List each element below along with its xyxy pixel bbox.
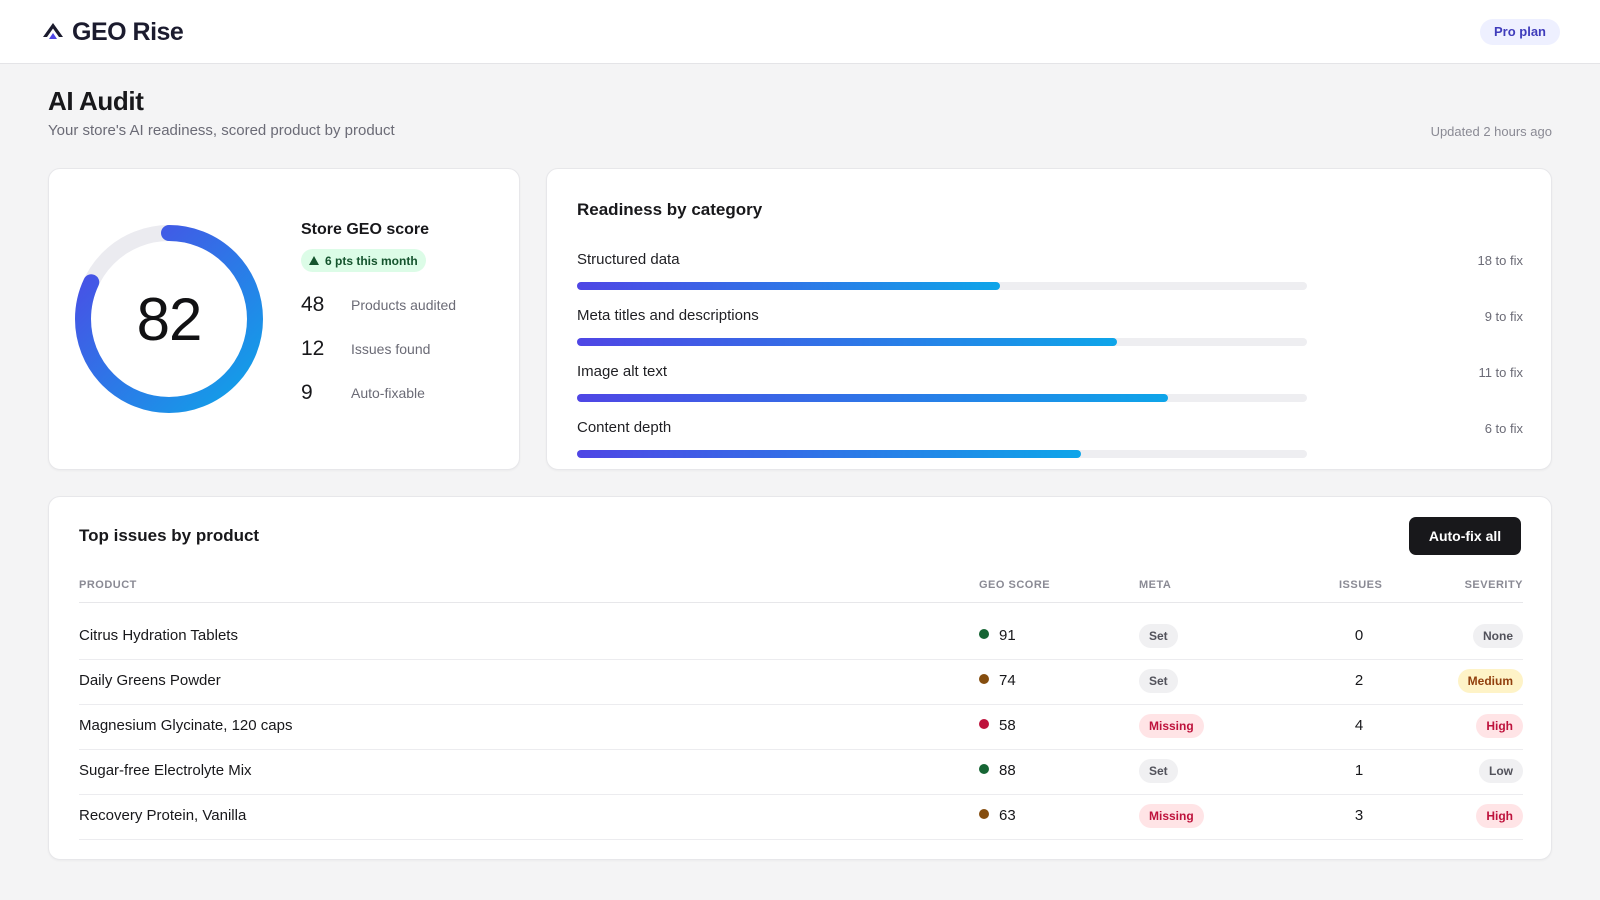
meta-status-badge: Set <box>1139 759 1178 783</box>
table-row[interactable]: Sugar-free Electrolyte Mix 88 Set 1 Low <box>79 750 1523 795</box>
geo-score-cell: 88 <box>979 762 1016 779</box>
table-row[interactable]: Daily Greens Powder 74 Set 2 Medium <box>79 660 1523 705</box>
trend-text: 6 pts this month <box>325 253 418 268</box>
score-status-dot <box>979 764 989 774</box>
category-fix-count: 11 to fix <box>1478 365 1523 380</box>
product-name: Recovery Protein, Vanilla <box>79 807 247 824</box>
severity-badge: High <box>1476 714 1523 738</box>
severity-badge: Low <box>1479 759 1523 783</box>
stat-number: 12 <box>301 337 325 360</box>
geo-score-cell: 74 <box>979 672 1016 689</box>
score-ring-progress <box>75 225 263 413</box>
issues-count: 3 <box>1354 807 1364 824</box>
category-row-meta[interactable]: Meta titles and descriptions 9 to fix <box>577 307 1523 347</box>
score-status-dot <box>979 629 989 639</box>
score-ring <box>75 225 263 413</box>
arrow-up-icon <box>309 256 319 265</box>
stat-label: Products audited <box>351 297 457 313</box>
category-progress-track <box>577 338 1307 346</box>
column-header-product[interactable]: PRODUCT <box>79 579 137 591</box>
score-label: Store GEO score <box>301 221 430 238</box>
stat-auto-fixable: 9 Auto-fixable <box>301 381 425 405</box>
readiness-card: Readiness by category Structured data 18… <box>546 168 1552 470</box>
score-status-dot <box>979 809 989 819</box>
geo-score-cell: 63 <box>979 807 1016 824</box>
table-row[interactable]: Citrus Hydration Tablets 91 Set 0 None <box>79 615 1523 660</box>
plan-badge[interactable]: Pro plan <box>1479 19 1560 45</box>
category-fix-count: 18 to fix <box>1477 253 1523 268</box>
issues-count: 1 <box>1354 762 1364 779</box>
category-label: Structured data <box>577 251 680 268</box>
mountain-peak-icon <box>43 23 63 39</box>
score-status-dot <box>979 719 989 729</box>
brand-name: GEO Rise <box>72 17 184 46</box>
category-row-image-alt[interactable]: Image alt text 11 to fix <box>577 363 1523 403</box>
severity-badge: Medium <box>1457 669 1523 693</box>
category-label: Image alt text <box>577 363 668 380</box>
product-name: Citrus Hydration Tablets <box>79 627 238 644</box>
table-header: PRODUCT GEO SCORE META ISSUES SEVERITY <box>79 579 1523 603</box>
stat-products-audited: 48 Products audited <box>301 293 456 317</box>
table-row[interactable]: Magnesium Glycinate, 120 caps 58 Missing 4 H… <box>79 705 1523 750</box>
geo-score-value: 88 <box>999 762 1016 779</box>
column-header-meta[interactable]: META <box>1139 579 1172 591</box>
category-row-structured-data[interactable]: Structured data 18 to fix <box>577 251 1523 291</box>
category-progress-track <box>577 450 1307 458</box>
stat-label: Issues found <box>351 341 431 357</box>
category-progress-fill <box>577 450 1081 458</box>
brand[interactable]: GEO Rise <box>40 17 184 47</box>
store-score-card: 82 Store GEO score 6 pts this month 48 P… <box>48 168 520 470</box>
column-header-geo-score[interactable]: GEO SCORE <box>979 579 1051 591</box>
geo-score-cell: 91 <box>979 627 1016 644</box>
stat-number: 48 <box>301 293 325 316</box>
meta-status-badge: Missing <box>1139 714 1204 738</box>
severity-badge: None <box>1473 624 1523 648</box>
category-label: Meta titles and descriptions <box>577 307 759 324</box>
auto-fix-all-button[interactable]: Auto-fix all <box>1409 517 1521 555</box>
issues-count: 2 <box>1354 672 1364 689</box>
geo-score-value: 58 <box>999 717 1016 734</box>
product-name: Daily Greens Powder <box>79 672 221 689</box>
top-bar: GEO Rise Pro plan <box>0 0 1600 64</box>
category-row-content-depth[interactable]: Content depth 6 to fix <box>577 419 1523 459</box>
issues-title: Top issues by product <box>79 526 260 545</box>
geo-score-cell: 58 <box>979 717 1016 734</box>
column-header-issues[interactable]: ISSUES <box>1339 579 1383 591</box>
category-fix-count: 6 to fix <box>1484 421 1523 436</box>
issues-count: 4 <box>1354 717 1364 734</box>
category-progress-fill <box>577 282 1001 290</box>
top-issues-card: Top issues by product Auto-fix all PRODU… <box>48 496 1552 860</box>
category-progress-fill <box>577 338 1118 346</box>
updated-timestamp: Updated 2 hours ago <box>1430 124 1552 139</box>
severity-badge: High <box>1476 804 1523 828</box>
meta-status-badge: Missing <box>1139 804 1204 828</box>
score-status-dot <box>979 674 989 684</box>
product-name: Magnesium Glycinate, 120 caps <box>79 717 293 734</box>
issues-count: 0 <box>1354 627 1364 644</box>
geo-score-value: 63 <box>999 807 1016 824</box>
stat-label: Auto-fixable <box>351 385 425 401</box>
column-header-severity[interactable]: SEVERITY <box>1464 579 1523 591</box>
stat-issues-found: 12 Issues found <box>301 337 430 361</box>
category-progress-track <box>577 394 1307 402</box>
product-name: Sugar-free Electrolyte Mix <box>79 762 252 779</box>
category-progress-fill <box>577 394 1169 402</box>
page-title: AI Audit <box>48 86 144 116</box>
readiness-title: Readiness by category <box>577 200 763 219</box>
category-progress-track <box>577 282 1307 290</box>
page-subtitle: Your store's AI readiness, scored produc… <box>48 122 395 139</box>
trend-badge: 6 pts this month <box>301 249 426 272</box>
geo-score-value: 91 <box>999 627 1016 644</box>
category-fix-count: 9 to fix <box>1484 309 1523 324</box>
category-label: Content depth <box>577 419 672 436</box>
score-value: 82 <box>136 285 203 353</box>
geo-score-value: 74 <box>999 672 1016 689</box>
meta-status-badge: Set <box>1139 669 1178 693</box>
stat-number: 9 <box>301 381 313 404</box>
table-row[interactable]: Recovery Protein, Vanilla 63 Missing 3 High <box>79 795 1523 840</box>
meta-status-badge: Set <box>1139 624 1178 648</box>
